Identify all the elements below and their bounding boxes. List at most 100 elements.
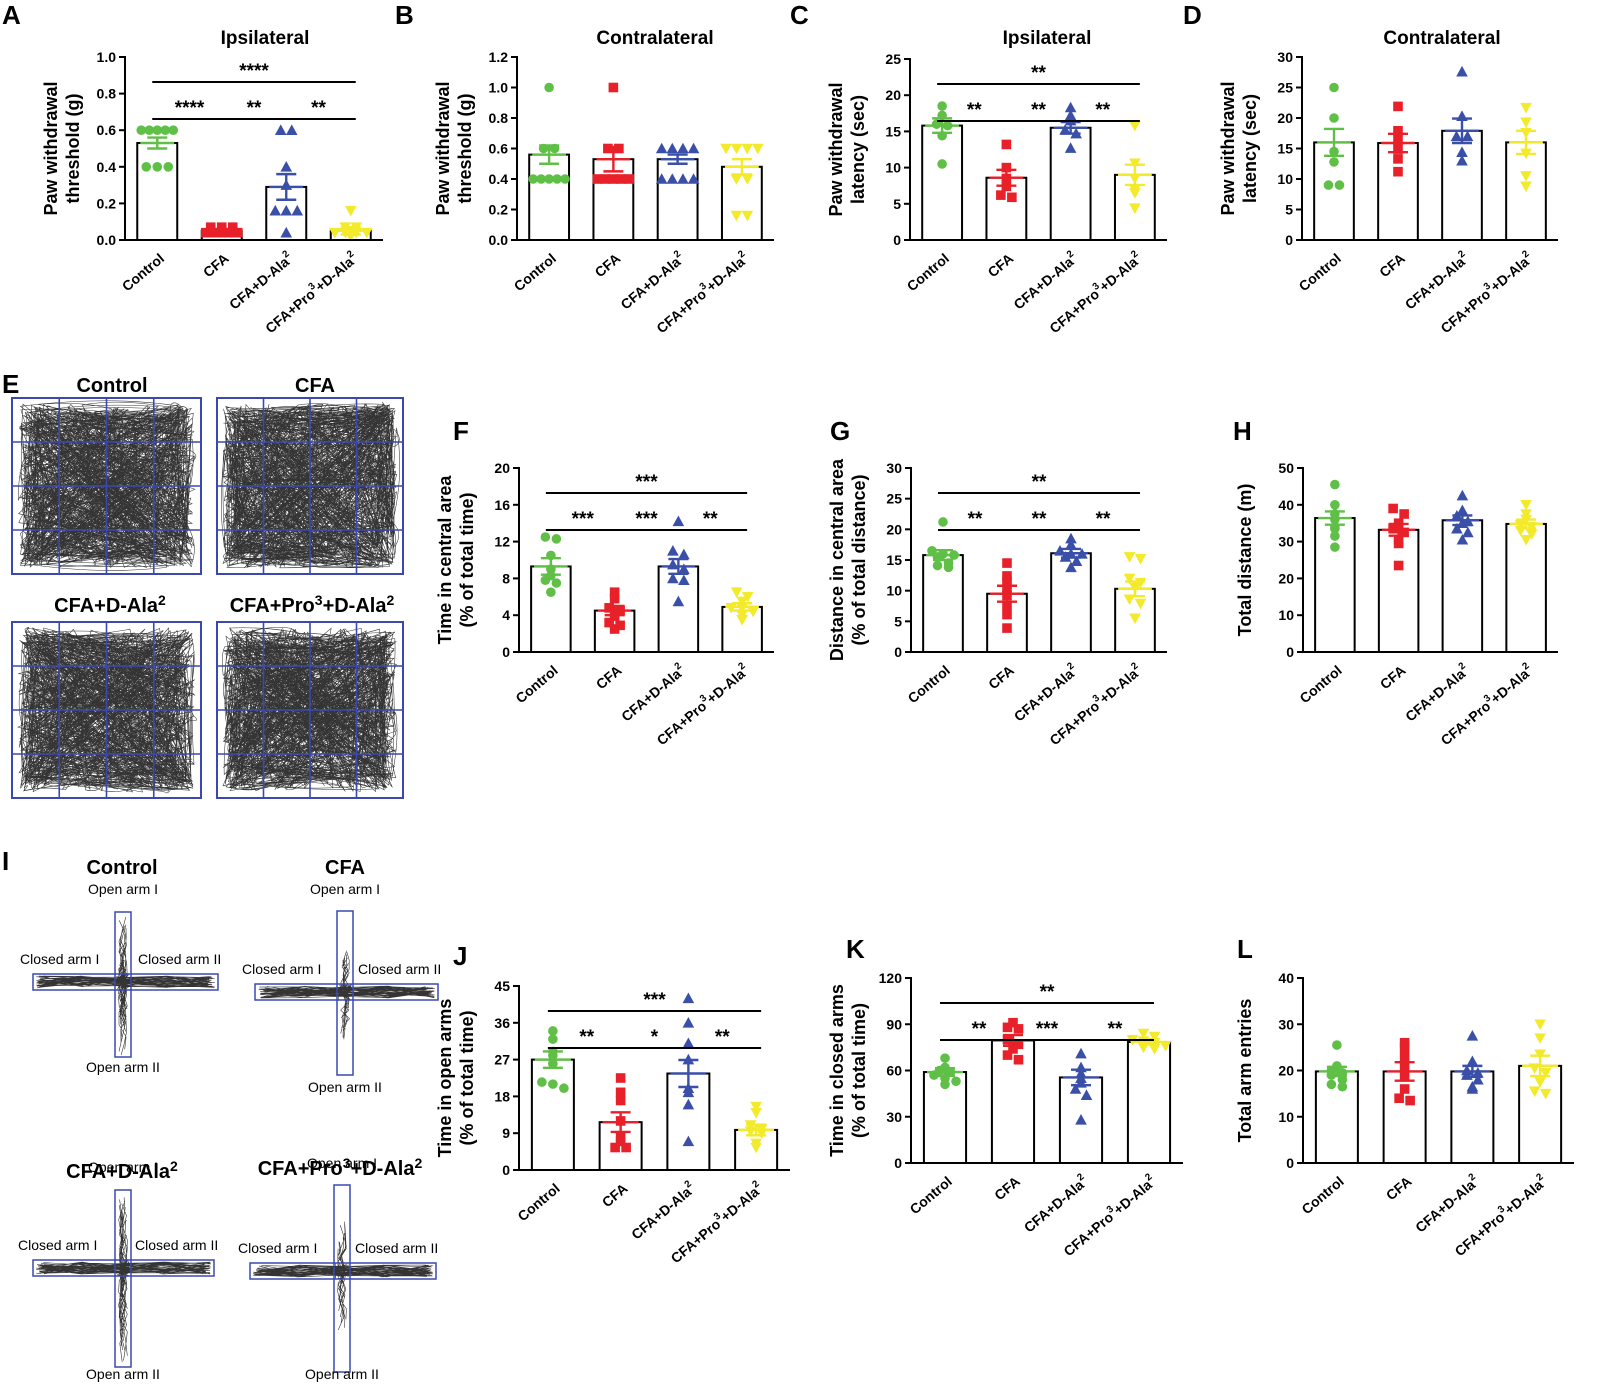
significance-label: *** [635,472,658,493]
data-point [1525,529,1538,541]
y-tick-label: 60 [886,1063,902,1079]
x-category-label: CFA [1377,662,1409,692]
chart-K: 0 30 60 90 120 Time in closed arms (% of total… [827,970,1183,1259]
y-tick-label: 15 [886,552,902,568]
data-point [752,143,764,155]
panel-letter-J: J [453,941,467,971]
y-tick-label: 25 [1277,80,1293,96]
y-tick-label: 30 [1278,534,1294,550]
maze-title: CFA+Pro3+D-Ala2 [258,1155,423,1180]
closed-arm-2-label: Closed arm II [138,951,221,967]
y-tick-label: 5 [893,196,901,212]
closed-arm-1-label: Closed arm I [20,951,99,967]
data-point [741,174,754,185]
data-point [741,210,754,222]
data-point [560,174,570,184]
data-point [655,173,668,184]
y-tick-label: 30 [1277,49,1293,65]
significance-label: ** [703,509,718,530]
y-axis-label: (% of total distance) [849,474,869,645]
bar-Control [922,554,964,653]
data-point [1456,504,1469,516]
x-category-label: Control [119,250,167,294]
open-field-arena: CFA+D-Ala2 [11,592,202,799]
significance-label: *** [635,509,658,530]
open-arm-outline [333,1184,351,1373]
data-point [940,1079,950,1090]
data-point [1002,1022,1013,1033]
data-point [232,227,243,238]
y-tick-label: 10 [885,160,901,176]
y-tick-label: 50 [1278,460,1294,476]
data-point [609,593,620,604]
data-point [1539,1068,1552,1079]
data-point [1393,154,1403,164]
y-tick-label: 0 [1286,1155,1294,1171]
data-point [1002,609,1012,620]
bar-CFA+D-Ala2 [657,565,700,653]
chart-J: 0 9 18 27 36 45 Time in open arms (% of total t… [435,978,790,1266]
data-point [1337,1074,1348,1085]
data-point [528,174,538,184]
chart-C: Ipsilateral 0 5 10 15 20 25 Paw withdrawal laten… [826,28,1167,336]
data-point [1393,126,1403,136]
plus-maze: CFA Open arm I Open arm II Closed arm I Clos… [242,857,441,1095]
significance-label: ** [1040,982,1055,1003]
data-point [1075,1114,1087,1125]
data-point [750,1142,762,1154]
data-point [1456,154,1468,166]
bar-CFA+Pro3+D-Ala2 [1114,587,1156,653]
y-tick-label: 18 [494,1088,510,1104]
y-tick-label: 25 [885,51,901,67]
y-tick-label: 10 [1278,607,1294,623]
significance-label: ** [967,100,982,121]
data-point [1466,1030,1479,1041]
data-point [666,173,679,184]
closed-arm-outline [254,983,439,1001]
data-point [687,173,700,184]
y-axis-label: latency (sec) [848,95,868,204]
data-point [280,226,293,238]
data-point [1330,500,1340,510]
data-point [1002,623,1012,633]
data-point [551,534,562,544]
maze-title: CFA+D-Ala2 [66,1158,178,1183]
data-point [1002,558,1012,568]
data-point [672,595,685,607]
data-point [610,1142,620,1153]
data-point [1008,1044,1018,1054]
data-point [548,1034,558,1044]
data-point [1456,533,1469,545]
panel-letter-H: H [1233,416,1252,446]
data-point [943,562,954,573]
y-axis-label: Paw withdrawal [1218,81,1238,215]
data-point [682,1017,695,1028]
y-tick-label: 0.0 [489,232,509,248]
data-point [614,143,624,154]
closed-arm-outline [249,1262,437,1280]
data-point [1326,1079,1337,1090]
significance-label: ** [1031,63,1046,84]
x-category-label: Control [511,250,559,294]
y-axis-label: (% of total time) [457,493,477,628]
data-point [1007,192,1017,203]
data-point [621,1142,631,1153]
significance-label: ** [1095,100,1110,121]
data-point [927,546,937,556]
data-point [604,603,614,613]
closed-arm-2-label: Closed arm II [135,1237,218,1253]
y-tick-label: 40 [1278,970,1294,986]
y-tick-label: 25 [886,491,902,507]
data-point [1466,1083,1479,1094]
x-category-label: CFA+D-Ala2 [627,1178,699,1242]
bar-CFA [1377,142,1419,241]
data-point [1064,142,1077,153]
open-field-arena: CFA+Pro3+D-Ala2 [216,592,404,799]
bar-CFA+Pro3+D-Ala2 [720,165,763,241]
chart-D: Contralateral 0 5 10 15 20 25 30 Paw withdrawal l… [1218,28,1558,336]
data-point [1080,1089,1093,1100]
y-axis-label: threshold (g) [63,94,83,204]
panel-letter-G: G [830,416,850,446]
data-point [741,143,753,155]
x-category-label: Control [514,1180,562,1224]
